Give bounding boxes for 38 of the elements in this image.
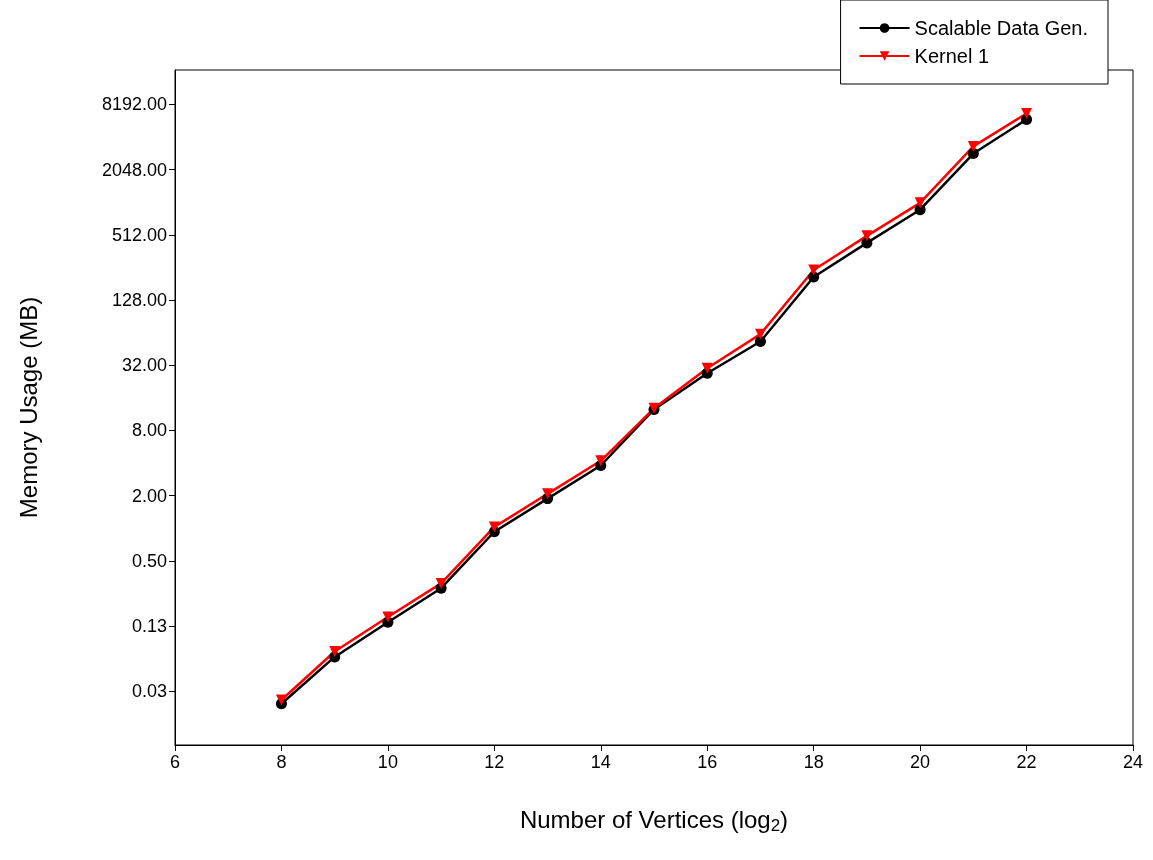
x-tick-label: 20 [910, 752, 931, 772]
point [435, 577, 447, 589]
y-tick-label: 0.13 [131, 616, 167, 637]
y-tick-label: 0.03 [131, 681, 167, 702]
x-tick-label: 14 [590, 752, 611, 772]
x-tick-label: 16 [697, 752, 718, 772]
point [275, 694, 287, 706]
x-tick-label: 6 [169, 752, 181, 772]
point [382, 611, 394, 623]
point [754, 328, 766, 340]
y-tick-label: 32.00 [121, 355, 167, 376]
x-tick-label: 12 [484, 752, 505, 772]
point [1021, 108, 1033, 120]
y-tick-label: 8.00 [131, 420, 167, 441]
x-tick-label: 10 [377, 752, 398, 772]
legend-label: Kernel 1 [914, 45, 990, 67]
x-tick-label: 24 [1122, 752, 1144, 772]
point [861, 230, 873, 242]
y-tick-label: 8192.00 [101, 94, 167, 115]
y-tick-label: 0.50 [131, 550, 167, 571]
y-tick-label: 2048.00 [101, 159, 167, 180]
point [488, 521, 500, 533]
point [754, 336, 766, 348]
point [967, 148, 979, 160]
legend-label: Scalable Data Gen. [914, 17, 1088, 39]
point [701, 362, 713, 374]
point [329, 645, 341, 657]
y-tick-label: 128.00 [111, 290, 167, 311]
point [914, 197, 926, 209]
x-tick-label: 8 [276, 752, 287, 772]
point [542, 488, 554, 500]
y-axis-title: Memory Usage (MB) [14, 296, 42, 519]
y-tick-label: 2.00 [131, 485, 167, 506]
y-tick-label: 512.00 [111, 224, 167, 245]
x-tick-label: 22 [1016, 752, 1037, 772]
point [808, 264, 820, 276]
x-tick-label: 18 [803, 752, 824, 772]
point [967, 140, 979, 152]
